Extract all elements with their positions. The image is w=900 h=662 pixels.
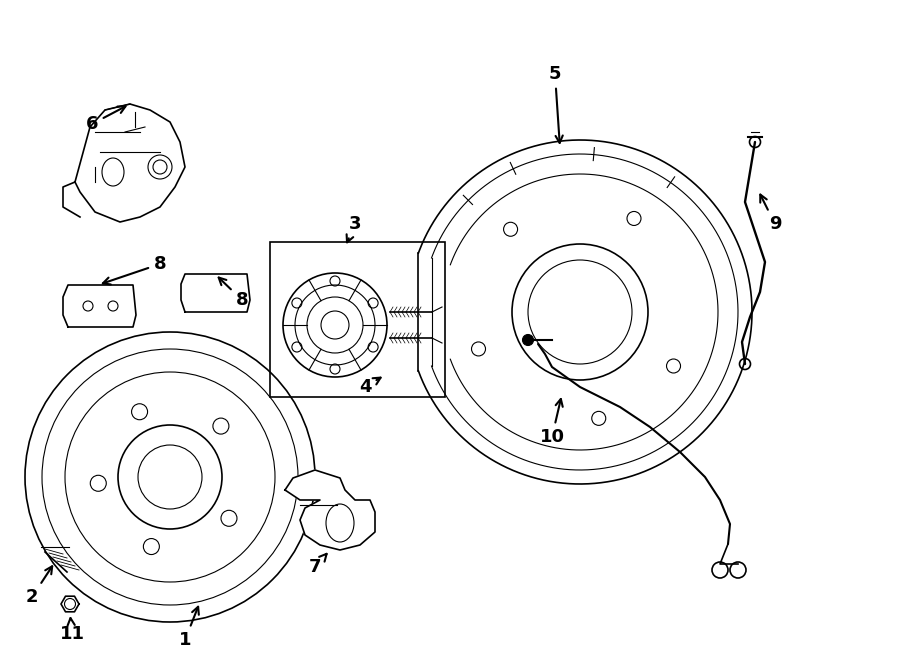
Polygon shape: [75, 104, 185, 222]
Bar: [270, 242, 445, 397]
Text: 5: 5: [549, 65, 562, 143]
Text: 3: 3: [346, 215, 361, 242]
Text: 2: 2: [26, 566, 52, 606]
Text: 6: 6: [86, 107, 125, 133]
Circle shape: [523, 334, 534, 346]
Text: 10: 10: [539, 399, 564, 446]
Polygon shape: [63, 285, 136, 327]
Polygon shape: [181, 274, 250, 312]
Text: 8: 8: [219, 277, 248, 309]
Text: 4: 4: [359, 377, 381, 396]
Text: 11: 11: [59, 618, 85, 643]
Circle shape: [750, 136, 760, 148]
Text: 7: 7: [309, 553, 327, 576]
Polygon shape: [285, 470, 375, 550]
Text: 8: 8: [103, 255, 166, 285]
Text: 1: 1: [179, 607, 199, 649]
Circle shape: [740, 359, 751, 369]
Text: 9: 9: [760, 195, 781, 233]
